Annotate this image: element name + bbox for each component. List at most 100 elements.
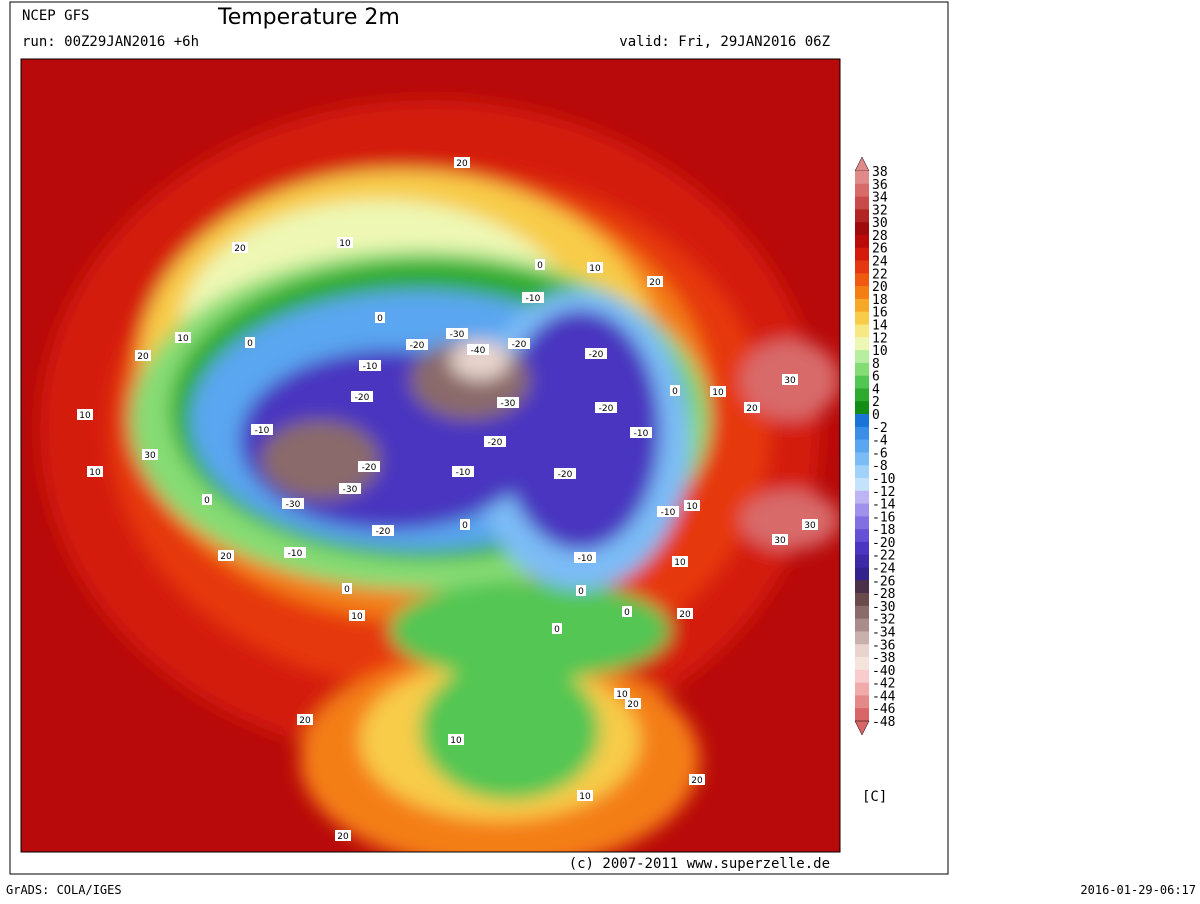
colorbar-label: 8 [872, 357, 880, 372]
colorbar-label: -44 [872, 689, 896, 704]
contour-label-bg [647, 276, 663, 287]
contour-label: 0 [344, 585, 350, 595]
contour-label-bg [689, 774, 705, 785]
contour-label-bg [87, 466, 103, 477]
colorbar-label: 16 [872, 306, 888, 321]
contour-label-bg [552, 623, 562, 634]
contour-label: 10 [351, 612, 363, 622]
colorbar-swatch [855, 490, 869, 504]
contour-label: 0 [578, 587, 584, 597]
contour-label: 0 [624, 608, 630, 618]
colorbar-swatch [855, 426, 869, 440]
contour-label-bg [406, 339, 428, 350]
colorbar-label: 34 [872, 191, 888, 206]
contour-label: -10 [661, 508, 676, 518]
contour-label: 0 [247, 339, 253, 349]
contour-label-bg [574, 552, 596, 563]
contour-label-bg [672, 556, 688, 567]
contour-label: -20 [376, 527, 391, 537]
contour-label: 20 [691, 776, 703, 786]
contour-label-bg [337, 237, 353, 248]
map-title: Temperature 2m [217, 5, 400, 30]
contour-label: 0 [462, 521, 468, 531]
colorbar-swatch [855, 695, 869, 709]
contour-label: -30 [343, 485, 358, 495]
contour-label-bg [535, 259, 545, 270]
contour-label-bg [358, 461, 380, 472]
contour-label: 20 [220, 552, 232, 562]
contour-label-bg [576, 585, 586, 596]
colorbar-label: -32 [872, 613, 895, 628]
contour-label-bg [359, 360, 381, 371]
contour-label-bg [335, 830, 351, 841]
colorbar-swatch [855, 388, 869, 402]
contour-label-bg [349, 610, 365, 621]
colorbar-label: -6 [872, 446, 888, 461]
colorbar-label: -26 [872, 574, 895, 589]
contour-label-bg [595, 402, 617, 413]
map [21, 59, 840, 852]
software: GrADS: COLA/IGES [6, 883, 122, 897]
contour-label: -20 [355, 393, 370, 403]
colorbar-label: -8 [872, 459, 888, 474]
colorbar-label: 36 [872, 178, 888, 193]
colorbar-swatch [855, 273, 869, 287]
contour-label: -20 [512, 340, 527, 350]
colorbar-swatch [855, 567, 869, 581]
contour-label-bg [508, 338, 530, 349]
contour-label-bg [744, 402, 760, 413]
colorbar-label: 18 [872, 293, 888, 308]
colorbar-label: 32 [872, 203, 888, 218]
contour-label: 30 [774, 536, 786, 546]
contour-label: -10 [288, 549, 303, 559]
colorbar-swatch [855, 183, 869, 197]
colorbar-label: 14 [872, 318, 888, 333]
contour-label: 0 [554, 625, 560, 635]
colorbar-label: -16 [872, 510, 895, 525]
contour-label: 0 [377, 314, 383, 324]
contour-label: -30 [450, 330, 465, 340]
contour-label-bg [454, 157, 470, 168]
contour-label-bg [232, 242, 248, 253]
colorbar-label: 20 [872, 280, 888, 295]
contour-label-bg [452, 466, 474, 477]
contour-label-bg [554, 468, 576, 479]
colorbar-swatch [855, 260, 869, 274]
colorbar-label: -22 [872, 549, 895, 564]
contour-label-bg [522, 292, 544, 303]
contour-label: 20 [137, 352, 149, 362]
contour-label: 10 [79, 411, 91, 421]
contour-label-bg [484, 436, 506, 447]
unit-label: [C] [862, 789, 887, 805]
colorbar-label: 30 [872, 216, 888, 231]
contour-label-bg [772, 534, 788, 545]
colorbar-swatch [855, 708, 869, 722]
contour-label-bg [251, 424, 273, 435]
colorbar-swatch [855, 529, 869, 543]
colorbar-swatch [855, 196, 869, 210]
contour-label-bg [625, 698, 641, 709]
colorbar-label: -2 [872, 421, 888, 436]
contour-label-bg [585, 348, 607, 359]
contour-label: 20 [746, 404, 758, 414]
contour-label-bg [614, 688, 630, 699]
contour-label: 20 [679, 610, 691, 620]
contour-label-bg [77, 409, 93, 420]
timestamp: 2016-01-29-06:17 [1080, 883, 1196, 897]
contour-label: 0 [537, 261, 543, 271]
contour-label: 30 [144, 451, 156, 461]
contour-label: 20 [627, 700, 639, 710]
run-info: run: 00Z29JAN2016 +6h [22, 34, 199, 50]
colorbar-swatch [855, 401, 869, 415]
colorbar-swatch [855, 222, 869, 236]
contour-label-bg [497, 397, 519, 408]
contour-label-bg [446, 328, 468, 339]
colorbar-swatch [855, 311, 869, 325]
contour-label-bg [202, 494, 212, 505]
colorbar-label: 4 [872, 382, 880, 397]
contour-label: 20 [649, 278, 661, 288]
contour-label: 10 [450, 736, 462, 746]
contour-label: -20 [488, 438, 503, 448]
colorbar-swatch [855, 171, 869, 185]
